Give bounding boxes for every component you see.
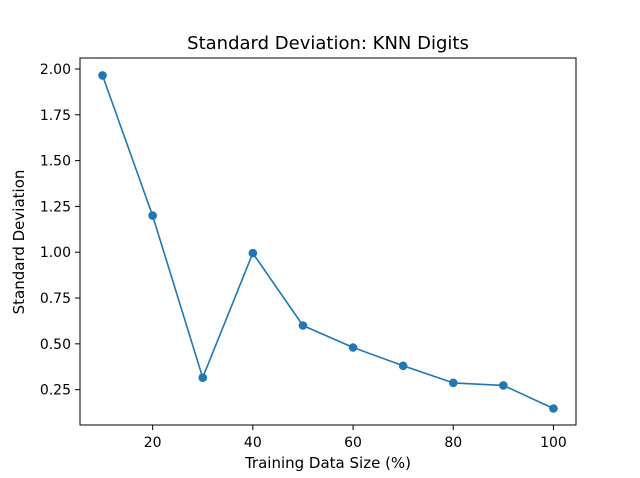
plot-area: 20 40 60 80 100 0.25 0.50 0.75 1.00 1.25 1.50 1.75 2… xyxy=(40,57,577,451)
y-tick-label: 1.75 xyxy=(40,108,71,124)
y-tick-label: 0.75 xyxy=(40,291,71,307)
x-tick-label: 100 xyxy=(540,435,567,451)
x-tick-label: 20 xyxy=(144,435,162,451)
data-point xyxy=(348,343,358,352)
data-point xyxy=(148,211,157,220)
data-point xyxy=(448,378,458,388)
data-point xyxy=(398,361,408,371)
data-point xyxy=(549,404,558,413)
data-point xyxy=(248,248,258,258)
y-tick-label: 1.25 xyxy=(40,199,71,215)
data-point xyxy=(298,321,308,330)
chart-title: Standard Deviation: KNN Digits xyxy=(187,33,469,54)
data-point xyxy=(499,381,508,390)
data-point xyxy=(98,71,107,80)
y-tick-label: 0.50 xyxy=(40,337,71,353)
y-tick-label: 0.25 xyxy=(40,383,71,399)
data-point xyxy=(198,373,208,383)
x-axis-label: Training Data Size (%) xyxy=(244,454,411,472)
y-tick-label: 1.50 xyxy=(40,154,71,170)
x-tick-label: 80 xyxy=(444,435,462,451)
series-line xyxy=(101,75,554,410)
y-tick-label: 2.00 xyxy=(40,62,71,78)
x-tick-label: 60 xyxy=(344,435,362,451)
x-tick-label: 40 xyxy=(244,435,262,451)
y-axis-label: Standard Deviation xyxy=(10,170,28,315)
axes-frame xyxy=(79,57,577,426)
y-tick-label: 1.00 xyxy=(40,245,71,261)
